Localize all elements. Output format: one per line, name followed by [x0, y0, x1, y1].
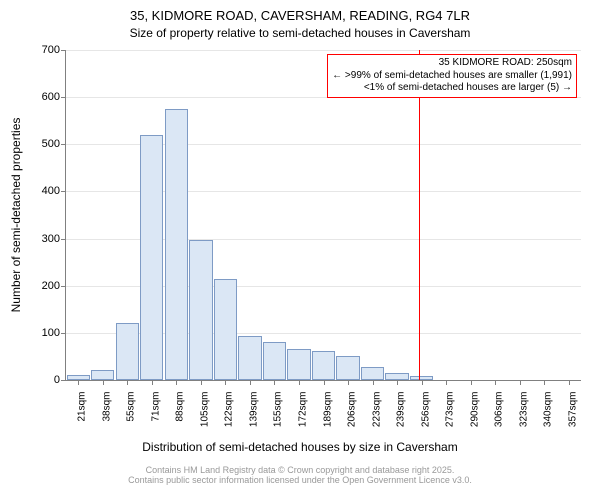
- y-tick: [61, 333, 66, 334]
- x-tick-label: 340sqm: [543, 392, 554, 428]
- y-axis-label: Number of semi-detached properties: [9, 118, 23, 313]
- x-tick: [446, 380, 447, 385]
- x-tick-label: 122sqm: [224, 392, 235, 428]
- x-tick-label: 223sqm: [371, 392, 382, 428]
- y-tick: [61, 144, 66, 145]
- x-tick: [520, 380, 521, 385]
- footer-line: Contains public sector information licen…: [0, 475, 600, 485]
- x-tick: [274, 380, 275, 385]
- property-marker-line: [419, 50, 420, 380]
- x-tick-label: 273sqm: [445, 392, 456, 428]
- x-tick-label: 206sqm: [347, 392, 358, 428]
- chart-container: 35, KIDMORE ROAD, CAVERSHAM, READING, RG…: [0, 0, 600, 500]
- x-tick-label: 189sqm: [322, 392, 333, 428]
- x-tick: [495, 380, 496, 385]
- x-axis-label: Distribution of semi-detached houses by …: [0, 440, 600, 454]
- histogram-bar: [116, 323, 139, 380]
- annotation-line: <1% of semi-detached houses are larger (…: [332, 82, 572, 95]
- x-tick-label: 239sqm: [396, 392, 407, 428]
- x-tick-label: 256sqm: [420, 392, 431, 428]
- x-tick-label: 105sqm: [199, 392, 210, 428]
- y-tick-label: 200: [42, 280, 60, 292]
- histogram-bar: [361, 367, 384, 380]
- histogram-bar: [238, 336, 261, 380]
- y-tick-label: 500: [42, 138, 60, 150]
- x-tick: [324, 380, 325, 385]
- x-tick: [225, 380, 226, 385]
- x-tick: [569, 380, 570, 385]
- x-tick: [373, 380, 374, 385]
- chart-title: 35, KIDMORE ROAD, CAVERSHAM, READING, RG…: [0, 8, 600, 23]
- y-tick: [61, 286, 66, 287]
- histogram-bar: [214, 279, 237, 380]
- histogram-bar: [140, 135, 163, 380]
- x-tick: [471, 380, 472, 385]
- footer: Contains HM Land Registry data © Crown c…: [0, 465, 600, 485]
- histogram-bar: [287, 349, 310, 380]
- x-tick: [397, 380, 398, 385]
- x-tick-label: 155sqm: [273, 392, 284, 428]
- grid-line: [66, 50, 581, 51]
- x-tick-label: 71sqm: [150, 392, 161, 422]
- histogram-bar: [263, 342, 286, 380]
- y-tick-label: 100: [42, 327, 60, 339]
- histogram-bar: [91, 370, 114, 380]
- x-tick: [152, 380, 153, 385]
- x-tick: [103, 380, 104, 385]
- y-tick-label: 400: [42, 185, 60, 197]
- x-tick-label: 21sqm: [77, 392, 88, 422]
- chart-subtitle: Size of property relative to semi-detach…: [0, 26, 600, 40]
- x-tick: [176, 380, 177, 385]
- x-tick: [127, 380, 128, 385]
- y-tick: [61, 191, 66, 192]
- y-tick: [61, 50, 66, 51]
- plot-area: 010020030040050060070021sqm38sqm55sqm71s…: [65, 50, 581, 381]
- y-tick: [61, 380, 66, 381]
- x-tick: [544, 380, 545, 385]
- y-tick-label: 700: [42, 44, 60, 56]
- histogram-bar: [165, 109, 188, 380]
- x-tick: [348, 380, 349, 385]
- y-tick-label: 0: [54, 374, 60, 386]
- histogram-bar: [385, 373, 408, 380]
- x-tick-label: 172sqm: [297, 392, 308, 428]
- y-tick: [61, 239, 66, 240]
- x-tick-label: 306sqm: [494, 392, 505, 428]
- x-tick-label: 290sqm: [469, 392, 480, 428]
- y-tick: [61, 97, 66, 98]
- x-tick-label: 139sqm: [248, 392, 259, 428]
- y-tick-label: 600: [42, 91, 60, 103]
- annotation-line: 35 KIDMORE ROAD: 250sqm: [332, 57, 572, 70]
- x-tick: [201, 380, 202, 385]
- x-tick: [422, 380, 423, 385]
- histogram-bar: [312, 351, 335, 380]
- histogram-bar: [189, 240, 212, 380]
- annotation-line: ← >99% of semi-detached houses are small…: [332, 70, 572, 83]
- x-tick: [299, 380, 300, 385]
- x-tick-label: 357sqm: [567, 392, 578, 428]
- y-tick-label: 300: [42, 233, 60, 245]
- x-tick-label: 88sqm: [175, 392, 186, 422]
- x-tick-label: 38sqm: [101, 392, 112, 422]
- x-tick-label: 55sqm: [126, 392, 137, 422]
- x-tick: [250, 380, 251, 385]
- x-tick: [78, 380, 79, 385]
- x-tick-label: 323sqm: [518, 392, 529, 428]
- annotation-box: 35 KIDMORE ROAD: 250sqm← >99% of semi-de…: [327, 54, 577, 98]
- footer-line: Contains HM Land Registry data © Crown c…: [0, 465, 600, 475]
- histogram-bar: [336, 356, 359, 380]
